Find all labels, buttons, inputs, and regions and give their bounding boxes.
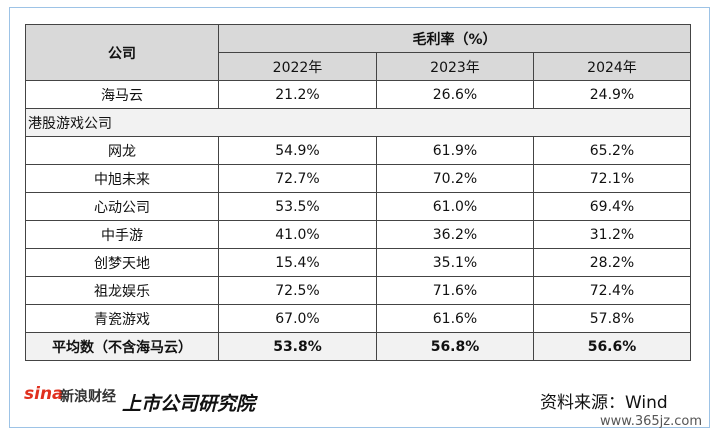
sina-logo: sina [24, 384, 64, 404]
frame [9, 7, 710, 428]
value-cell: 56.6% [533, 332, 691, 361]
value-cell: 31.2% [533, 220, 691, 249]
value-cell: 36.2% [376, 220, 534, 249]
value-cell: 35.1% [376, 248, 534, 277]
group-label: 港股游戏公司 [25, 108, 691, 137]
table-body: 海马云 21.2% 26.6% 24.9% 港股游戏公司 网龙 54.9% 61.9% 65.2… [25, 80, 691, 361]
company-cell: 心动公司 [25, 192, 219, 221]
data-row: 心动公司 53.5% 61.0% 69.4% [25, 192, 691, 221]
company-cell: 平均数（不含海马云） [25, 332, 219, 361]
data-row: 网龙 54.9% 61.9% 65.2% [25, 136, 691, 165]
value-cell: 28.2% [533, 248, 691, 277]
value-cell: 72.7% [218, 164, 377, 193]
data-row: 中旭未来 72.7% 70.2% 72.1% [25, 164, 691, 193]
value-cell: 72.1% [533, 164, 691, 193]
company-cell: 海马云 [25, 80, 219, 109]
data-row: 祖龙娱乐 72.5% 71.6% 72.4% [25, 276, 691, 305]
company-cell: 祖龙娱乐 [25, 276, 219, 305]
value-cell: 61.6% [376, 304, 534, 333]
value-cell: 54.9% [218, 136, 377, 165]
value-cell: 53.5% [218, 192, 377, 221]
company-cell: 创梦天地 [25, 248, 219, 277]
value-cell: 26.6% [376, 80, 534, 109]
value-cell: 56.8% [376, 332, 534, 361]
company-cell: 中手游 [25, 220, 219, 249]
year-header: 2022年 [218, 52, 377, 81]
value-cell: 61.0% [376, 192, 534, 221]
institute-logo: 上市公司研究院 [122, 393, 256, 415]
value-cell: 67.0% [218, 304, 377, 333]
value-cell: 72.5% [218, 276, 377, 305]
margin-table: 公司 毛利率（%） 2022年 2023年 2024年 海马云 21.2% 26.6% 2… [25, 24, 691, 361]
value-cell: 61.9% [376, 136, 534, 165]
value-cell: 21.2% [218, 80, 377, 109]
value-cell: 70.2% [376, 164, 534, 193]
data-row: 中手游 41.0% 36.2% 31.2% [25, 220, 691, 249]
value-cell: 57.8% [533, 304, 691, 333]
data-row: 青瓷游戏 67.0% 61.6% 57.8% [25, 304, 691, 333]
year-header: 2024年 [533, 52, 691, 81]
source: 资料来源：Wind [540, 393, 668, 413]
value-cell: 15.4% [218, 248, 377, 277]
value-cell: 69.4% [533, 192, 691, 221]
metric-header: 毛利率（%） [218, 24, 691, 53]
data-row: 海马云 21.2% 26.6% 24.9% [25, 80, 691, 109]
watermark: www.365jz.com [600, 414, 702, 429]
value-cell: 24.9% [533, 80, 691, 109]
header-row: 公司 毛利率（%） [25, 24, 691, 81]
group-row: 港股游戏公司 [25, 108, 691, 137]
value-cell: 65.2% [533, 136, 691, 165]
value-cell: 41.0% [218, 220, 377, 249]
data-row: 创梦天地 15.4% 35.1% 28.2% [25, 248, 691, 277]
sina-name: 新浪财经 [60, 389, 116, 405]
value-cell: 53.8% [218, 332, 377, 361]
company-cell: 中旭未来 [25, 164, 219, 193]
value-cell: 71.6% [376, 276, 534, 305]
year-header: 2023年 [376, 52, 534, 81]
company-header: 公司 [25, 24, 219, 81]
company-cell: 青瓷游戏 [25, 304, 219, 333]
company-cell: 网龙 [25, 136, 219, 165]
value-cell: 72.4% [533, 276, 691, 305]
data-row: 平均数（不含海马云） 53.8% 56.8% 56.6% [25, 332, 691, 361]
